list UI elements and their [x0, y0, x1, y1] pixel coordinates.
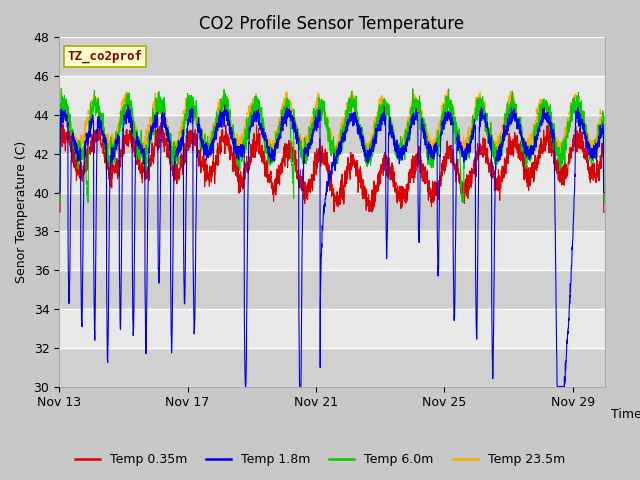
- X-axis label: Time: Time: [611, 408, 640, 420]
- Legend: Temp 0.35m, Temp 1.8m, Temp 6.0m, Temp 23.5m: Temp 0.35m, Temp 1.8m, Temp 6.0m, Temp 2…: [70, 448, 570, 471]
- Y-axis label: Senor Temperature (C): Senor Temperature (C): [15, 141, 28, 283]
- Bar: [59, 348, 605, 386]
- Bar: [59, 192, 605, 231]
- Text: TZ_co2prof: TZ_co2prof: [67, 50, 142, 63]
- Title: CO2 Profile Sensor Temperature: CO2 Profile Sensor Temperature: [199, 15, 465, 33]
- Bar: [59, 37, 605, 76]
- Bar: [59, 270, 605, 309]
- Bar: [59, 115, 605, 154]
